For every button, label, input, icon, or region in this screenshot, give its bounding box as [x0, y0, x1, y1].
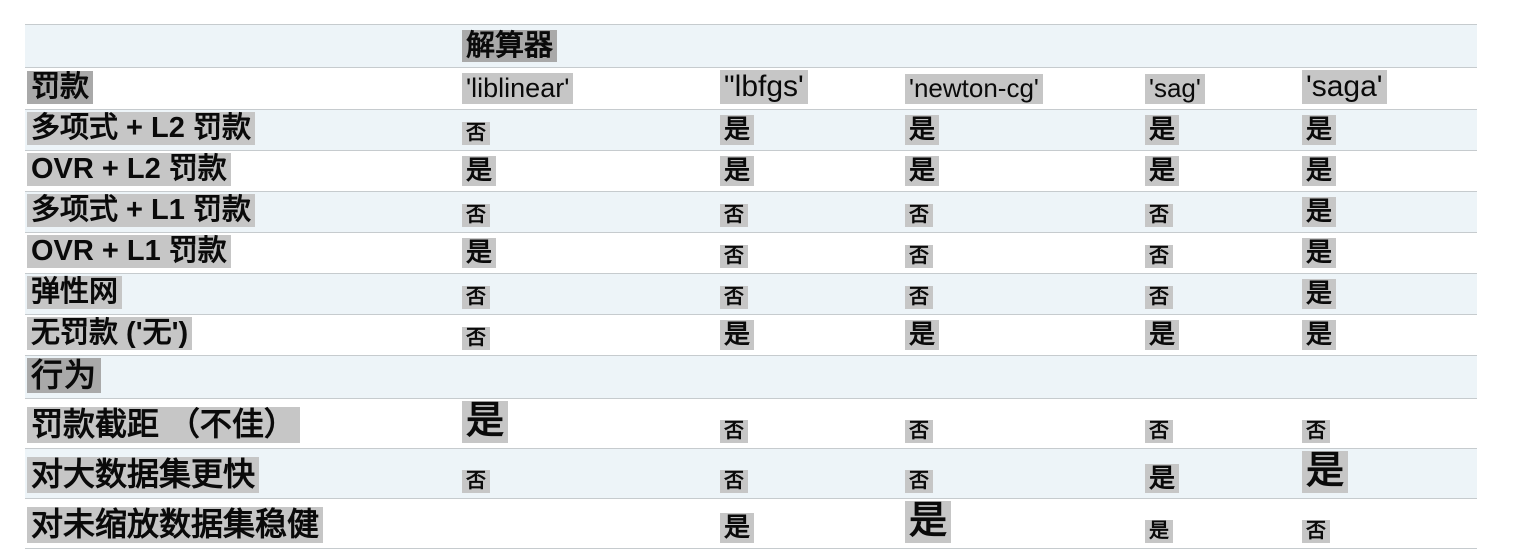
cell-value: 否 [462, 326, 490, 350]
cell-value: 是 [462, 401, 509, 443]
cell-value: 否 [905, 244, 933, 268]
cell-value: 否 [1145, 203, 1173, 227]
table-row-robust-unscaled: 对未缩放数据集稳健 是 是 是 否 [25, 497, 1478, 549]
table-row-column-headers: 罚款 'liblinear' "lbfgs' 'newton-cg' 'sag'… [25, 67, 1478, 109]
cell-value: 是 [905, 320, 940, 350]
behaviors-section-label: 行为 [27, 357, 102, 394]
column-header-sag: 'sag' [1143, 67, 1300, 109]
row-label: OVR + L1 罚款 [27, 235, 231, 268]
cell-value: 是 [905, 115, 940, 145]
behaviors-section-cell: 行为 [25, 354, 1478, 399]
table-row-elastic-net: 弹性网 否 否 否 否 是 [25, 272, 1478, 314]
cell-value: 是 [720, 513, 755, 543]
cell-value: 是 [1145, 115, 1180, 145]
cell-value: 否 [462, 469, 490, 493]
row-label: 对大数据集更快 [27, 457, 260, 493]
cell-value: 是 [720, 320, 755, 350]
penalties-header-label: 罚款 [27, 71, 94, 104]
table-row-penalize-intercept: 罚款截距 （不佳） 是 否 否 否 否 [25, 398, 1478, 449]
cell-value: 否 [1145, 285, 1173, 309]
cell-value: 是 [1302, 197, 1337, 227]
cell-value: 否 [720, 244, 748, 268]
cell-value: 是 [1302, 115, 1337, 145]
cell-value: 否 [720, 285, 748, 309]
row-label: 多项式 + L1 罚款 [27, 194, 255, 227]
corner-empty-cell [25, 24, 460, 68]
row-label: 对未缩放数据集稳健 [27, 507, 324, 543]
table-row-solver-header: 解算器 [25, 24, 1478, 68]
cell-value: 是 [1145, 519, 1173, 543]
cell-value: 是 [1145, 156, 1180, 186]
cell-value: 否 [905, 203, 933, 227]
cell-value: 否 [720, 203, 748, 227]
cell-value: 是 [1302, 279, 1337, 309]
cell-value: 是 [1145, 320, 1180, 350]
solver-group-cell: 解算器 [460, 24, 1478, 68]
column-header-newton-cg: 'newton-cg' [903, 67, 1143, 109]
cell-value: 否 [905, 419, 933, 443]
solver-comparison-table: 解算器 罚款 'liblinear' "lbfgs' 'newton-cg' '… [25, 24, 1478, 549]
row-label: 弹性网 [27, 276, 123, 309]
cell-value: 否 [1302, 519, 1330, 543]
table-row-ovr-l1: OVR + L1 罚款 是 否 否 否 是 [25, 231, 1478, 273]
row-label: OVR + L2 罚款 [27, 153, 231, 186]
cell-value: 是 [1302, 156, 1337, 186]
cell-value: 否 [462, 203, 490, 227]
table-row-multinomial-l2: 多项式 + L2 罚款 否 是 是 是 是 [25, 108, 1478, 150]
penalties-header-cell: 罚款 [25, 67, 460, 109]
cell-value: 是 [720, 115, 755, 145]
cell-value: 否 [720, 469, 748, 493]
table-row-ovr-l2: OVR + L2 罚款 是 是 是 是 是 [25, 149, 1478, 191]
cell-value: 是 [720, 156, 755, 186]
cell-value: 否 [462, 121, 490, 145]
row-label: 多项式 + L2 罚款 [27, 112, 255, 145]
cell-value: 是 [1145, 463, 1180, 493]
column-header-liblinear: 'liblinear' [460, 67, 718, 109]
table-row-no-penalty: 无罚款 ('无') 否 是 是 是 是 [25, 313, 1478, 355]
cell-value: 否 [1145, 244, 1173, 268]
column-header-lbfgs: "lbfgs' [718, 67, 903, 109]
cell-value: 是 [905, 500, 952, 543]
cell-value: 是 [905, 156, 940, 186]
column-header-saga: 'saga' [1300, 67, 1478, 109]
row-label: 罚款截距 （不佳） [27, 407, 300, 443]
cell-value: 否 [1302, 419, 1330, 443]
cell-value: 否 [462, 285, 490, 309]
row-label: 无罚款 ('无') [27, 317, 193, 350]
cell-value: 是 [1302, 450, 1349, 493]
cell-value: 否 [905, 469, 933, 493]
cell-value: 否 [720, 419, 748, 443]
cell-value: 否 [1145, 419, 1173, 443]
table-row-multinomial-l1: 多项式 + L1 罚款 否 否 否 否 是 [25, 190, 1478, 232]
cell-value: 是 [462, 238, 497, 268]
cell-value: 是 [1302, 238, 1337, 268]
table-row-behaviors-section: 行为 [25, 354, 1478, 399]
cell-value: 是 [462, 156, 497, 186]
table-row-faster-large-datasets: 对大数据集更快 否 否 否 是 是 [25, 447, 1478, 499]
solver-group-label: 解算器 [462, 29, 558, 62]
cell-value: 否 [905, 285, 933, 309]
cell-value: 是 [1302, 320, 1337, 350]
